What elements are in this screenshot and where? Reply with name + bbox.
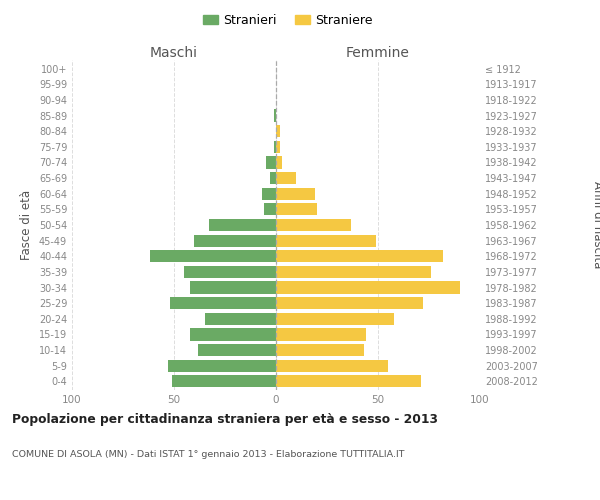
Bar — [184, 266, 276, 278]
Bar — [276, 156, 282, 168]
Bar — [274, 110, 276, 122]
Bar — [194, 234, 276, 246]
Legend: Stranieri, Straniere: Stranieri, Straniere — [198, 8, 378, 32]
Bar — [168, 360, 276, 372]
Bar — [276, 140, 280, 153]
Bar — [172, 376, 276, 388]
Bar — [276, 376, 421, 388]
Bar — [170, 297, 276, 310]
Bar — [276, 360, 388, 372]
Bar — [190, 282, 276, 294]
Bar — [276, 312, 394, 325]
Y-axis label: Anni di nascita: Anni di nascita — [592, 182, 600, 268]
Text: Maschi: Maschi — [150, 46, 198, 60]
Y-axis label: Fasce di età: Fasce di età — [20, 190, 33, 260]
Bar — [276, 266, 431, 278]
Bar — [276, 219, 352, 231]
Bar — [190, 328, 276, 340]
Bar — [276, 172, 296, 184]
Bar — [270, 172, 276, 184]
Bar — [199, 344, 276, 356]
Bar — [276, 188, 315, 200]
Text: COMUNE DI ASOLA (MN) - Dati ISTAT 1° gennaio 2013 - Elaborazione TUTTITALIA.IT: COMUNE DI ASOLA (MN) - Dati ISTAT 1° gen… — [12, 450, 404, 459]
Bar — [276, 344, 364, 356]
Text: Femmine: Femmine — [346, 46, 410, 60]
Bar — [205, 312, 276, 325]
Bar — [266, 156, 276, 168]
Bar — [276, 125, 280, 138]
Bar — [276, 282, 460, 294]
Bar — [276, 328, 366, 340]
Bar — [276, 297, 423, 310]
Text: Popolazione per cittadinanza straniera per età e sesso - 2013: Popolazione per cittadinanza straniera p… — [12, 412, 438, 426]
Bar — [149, 250, 276, 262]
Bar — [276, 234, 376, 246]
Bar — [274, 140, 276, 153]
Bar — [209, 219, 276, 231]
Bar — [276, 204, 317, 216]
Bar — [264, 204, 276, 216]
Bar — [276, 250, 443, 262]
Bar — [262, 188, 276, 200]
